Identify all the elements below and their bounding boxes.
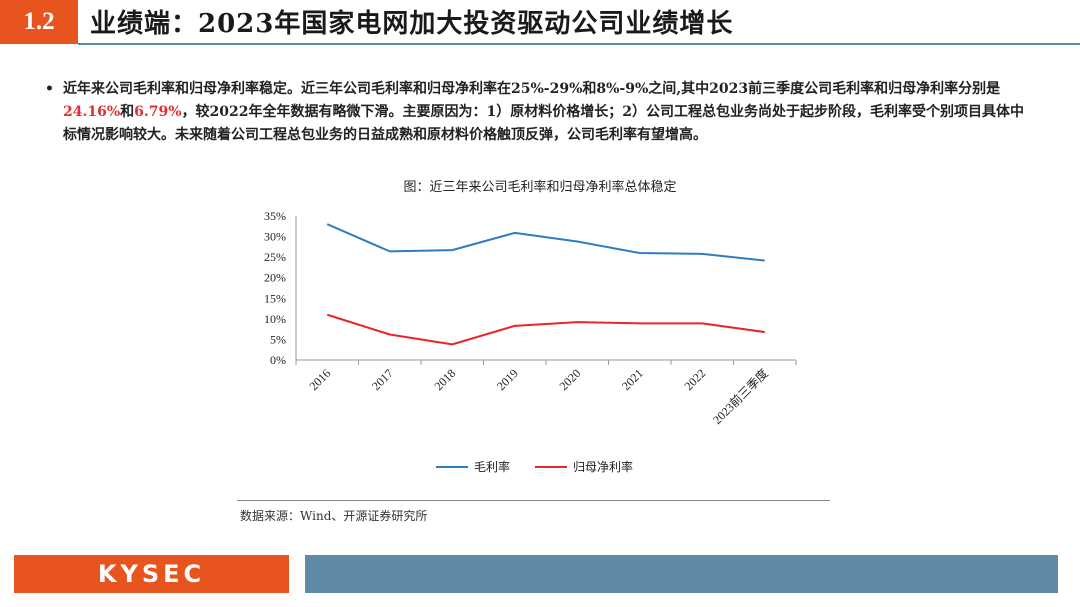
x-tick-label: 2018 <box>432 366 459 393</box>
kysec-logo: KYSEC <box>14 555 289 593</box>
series-line-gross-margin <box>326 223 765 262</box>
x-tick-label: 2023前三季度 <box>709 366 771 428</box>
y-tick-label: 25% <box>264 250 286 264</box>
source-divider <box>237 500 830 501</box>
x-tick-label: 2016 <box>307 366 334 393</box>
x-tick-label: 2021 <box>619 366 646 393</box>
bullet-text-part3: ，较2022年全年数据有略微下滑。主要原因为：1）原材料价格增长；2）公司工程总… <box>63 104 1025 143</box>
y-tick-label: 10% <box>264 312 286 326</box>
net-margin-highlight: 6.79% <box>134 104 182 120</box>
legend-label: 毛利率 <box>474 459 510 474</box>
y-tick-label: 5% <box>270 332 286 346</box>
page-title: 业绩端：2023年国家电网加大投资驱动公司业绩增长 <box>90 9 734 39</box>
y-tick-label: 20% <box>264 271 286 285</box>
figure-title: 图：近三年来公司毛利率和归母净利率总体稳定 <box>403 180 677 195</box>
logo-text: KYSEC <box>97 560 206 588</box>
margin-line-chart: 0% 5% 10% 15% 20% 25% 30% 35% 2016 2017 2018 2019 20… <box>264 209 797 474</box>
x-tick-label: 2022 <box>682 366 709 393</box>
y-tick-label: 15% <box>264 291 286 305</box>
section-number: 1.2 <box>0 0 78 44</box>
footer-bar <box>305 555 1058 593</box>
y-tick-label: 0% <box>270 353 286 367</box>
bullet-text: 近年来公司毛利率和归母净利率稳定。近三年公司毛利率和归母净利率在25%-29%和… <box>63 78 1035 147</box>
x-tick-label: 2017 <box>369 366 396 393</box>
x-tick-label: 2020 <box>557 366 584 393</box>
x-tick-label: 2019 <box>494 366 521 393</box>
bullet-text-part1: 近年来公司毛利率和归母净利率稳定。近三年公司毛利率和归母净利率在25%-29%和… <box>63 81 1001 97</box>
bullet-marker: • <box>45 81 54 97</box>
header-divider <box>78 43 1080 45</box>
series-line-net-margin <box>326 313 765 346</box>
data-source: 数据来源：Wind、开源证券研究所 <box>240 509 428 523</box>
bullet-text-part2: 和 <box>120 104 135 120</box>
legend-label: 归母净利率 <box>573 459 633 474</box>
summary-bullet: • 近年来公司毛利率和归母净利率稳定。近三年公司毛利率和归母净利率在25%-29… <box>45 78 1035 147</box>
y-tick-label: 35% <box>264 209 286 223</box>
y-tick-label: 30% <box>264 230 286 244</box>
gross-margin-highlight: 24.16% <box>63 104 121 120</box>
